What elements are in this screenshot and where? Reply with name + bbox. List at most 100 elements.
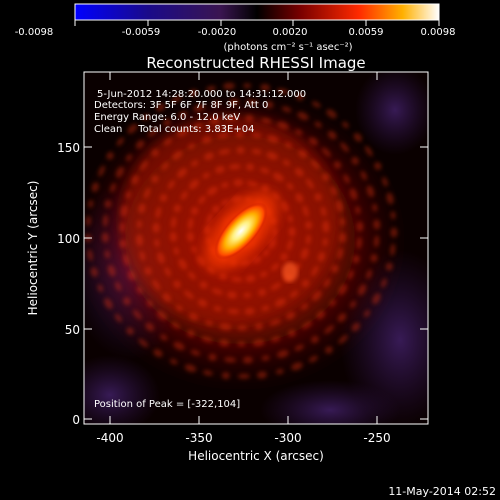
- ripple-blob: [285, 311, 296, 320]
- ripple-blob: [374, 162, 382, 170]
- ripple-blob: [340, 142, 349, 153]
- ripple-blob: [261, 355, 270, 361]
- ripple-blob: [104, 199, 112, 208]
- ripple-blob: [382, 177, 388, 187]
- ripple-blob: [374, 235, 380, 248]
- ripple-blob: [301, 303, 309, 310]
- ripple-blob: [188, 312, 199, 321]
- ripple-blob: [172, 150, 183, 160]
- ripple-blob: [104, 298, 113, 310]
- ripple-blob: [386, 192, 394, 205]
- ripple-blob: [206, 85, 217, 92]
- ripple-blob: [270, 282, 282, 291]
- ripple-blob: [178, 111, 188, 118]
- ripple-blob: [286, 182, 294, 190]
- ripple-blob: [258, 288, 267, 296]
- plot-frame: [83, 71, 429, 425]
- ripple-blob: [183, 290, 194, 299]
- ripple-blob: [311, 335, 319, 344]
- ripple-blob: [98, 165, 105, 177]
- ripple-blob: [152, 279, 161, 291]
- ripple-blob: [363, 309, 371, 318]
- ripple-blob: [351, 156, 359, 165]
- ripple-blob: [322, 220, 330, 233]
- ripple-blob: [233, 179, 244, 187]
- ripple-blob: [87, 249, 93, 262]
- ripple-blob: [123, 254, 129, 266]
- ripple-blob: [175, 305, 183, 312]
- ripple-blob: [138, 203, 146, 214]
- ripple-blob: [373, 219, 381, 230]
- ripple-blob: [243, 83, 252, 89]
- ripple-blob: [280, 201, 290, 212]
- ripple-blob: [300, 247, 309, 260]
- ripple-blob: [260, 83, 271, 92]
- peak-source: [214, 202, 268, 260]
- clean-counts-text: Clean Total counts: 3.83E+04: [94, 124, 254, 135]
- ripple-blob: [201, 135, 212, 144]
- ripple-blob: [326, 109, 337, 119]
- ripple-blob: [143, 187, 151, 199]
- ripple-blob: [171, 322, 181, 329]
- ripple-blob: [302, 205, 309, 217]
- ripple-blob: [337, 313, 347, 322]
- ripple-blob: [277, 121, 289, 130]
- ripple-blob: [296, 93, 304, 101]
- ripple-blob: [272, 227, 278, 238]
- detectors-text: Detectors: 3F 5F 6F 7F 8F 9F, Att 0: [94, 100, 268, 111]
- ripple-blob: [211, 288, 223, 295]
- ripple-blob: [223, 82, 235, 90]
- ripple-blob: [206, 213, 213, 225]
- colorbar-tick-5: 0.0059: [349, 27, 384, 38]
- ripple-blob: [364, 145, 373, 157]
- ripple-blob: [366, 269, 373, 280]
- ripple-blob: [156, 310, 167, 321]
- ripple-blob: [88, 199, 94, 208]
- ripple-blob: [281, 106, 292, 113]
- x-tick-label-3: -300: [274, 431, 301, 445]
- ripple-blob: [144, 267, 152, 275]
- ripple-blob: [106, 151, 114, 160]
- ripple-blob: [275, 368, 284, 375]
- ripple-blob: [206, 186, 218, 196]
- ripple-blob: [107, 264, 116, 277]
- ripple-blob: [324, 325, 335, 334]
- ripple-blob: [151, 175, 159, 183]
- ripple-blob: [327, 130, 337, 140]
- ripple-blob: [151, 149, 159, 157]
- ripple-blob: [333, 161, 342, 169]
- ripple-blob: [177, 168, 187, 178]
- ripple-blob: [135, 140, 145, 149]
- ripple-blob: [286, 239, 293, 251]
- ripple-blob: [360, 170, 367, 181]
- ripple-blob: [142, 114, 150, 121]
- ripple-blob: [311, 101, 321, 108]
- ripple-blob: [187, 143, 196, 150]
- ripple-blob: [273, 172, 284, 182]
- ripple-blob: [288, 226, 296, 237]
- ripple-blob: [169, 231, 177, 242]
- ripple-blob: [133, 309, 142, 320]
- ripple-blob: [236, 146, 245, 154]
- ripple-blob: [272, 192, 281, 201]
- ripple-blob: [199, 281, 208, 289]
- ripple-blob: [244, 307, 255, 315]
- ripple-blob: [114, 313, 123, 323]
- ripple-blob: [116, 137, 125, 146]
- ripple-blob: [330, 186, 337, 196]
- ripple-blob: [97, 284, 104, 293]
- ripple-blob: [171, 95, 183, 103]
- ripple-blob: [189, 179, 199, 190]
- ripple-blob: [162, 293, 172, 302]
- ripple-blob: [189, 89, 198, 97]
- ripple-blob: [209, 117, 220, 125]
- ripple-blob: [224, 357, 237, 363]
- ripple-blob: [305, 221, 313, 230]
- ripple-blob: [194, 122, 202, 129]
- ripple-blob: [372, 203, 378, 212]
- ripple-blob: [219, 323, 232, 331]
- ripple-blob: [136, 286, 143, 294]
- ripple-blob: [298, 149, 308, 158]
- energy-range-text: Energy Range: 6.0 - 12.0 keV: [94, 112, 240, 123]
- ripple-blob: [380, 278, 387, 288]
